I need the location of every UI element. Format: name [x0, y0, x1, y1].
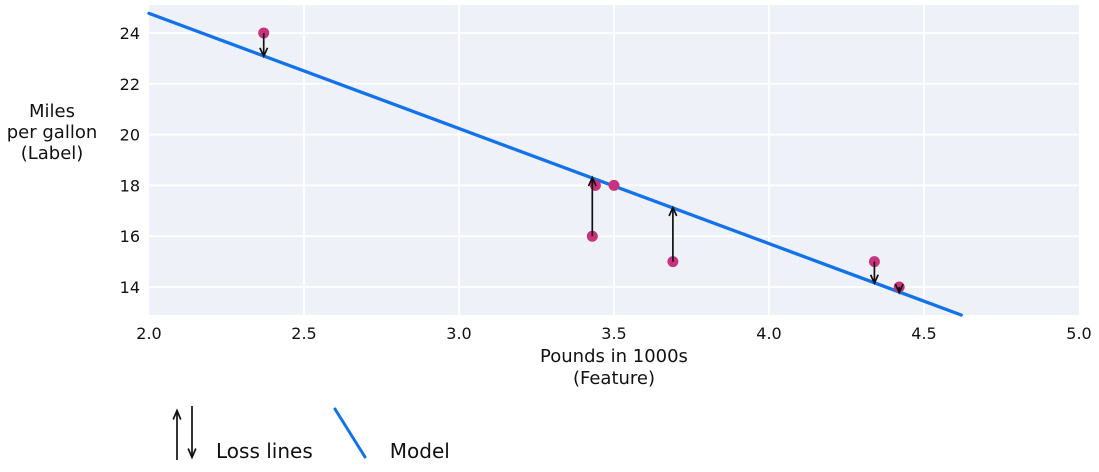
- y-tick-label: 14: [120, 278, 140, 297]
- legend-loss-label: Loss lines: [216, 439, 313, 463]
- loss-arrow-head: [869, 274, 879, 286]
- y-tick-label: 22: [120, 75, 140, 94]
- x-tick-label: 2.0: [136, 324, 161, 343]
- y-axis-label-line: (Label): [20, 143, 84, 164]
- blue-line-segment-icon: [333, 407, 367, 459]
- loss-arrow-head: [587, 175, 597, 187]
- x-axis-label-line: (Feature): [572, 368, 656, 389]
- x-tick-label: 3.5: [601, 324, 626, 343]
- y-tick-label: 18: [120, 176, 140, 195]
- y-axis-label-line: Miles: [29, 101, 75, 122]
- y-axis-label-line: per gallon: [6, 122, 98, 143]
- y-tick-label: 16: [120, 227, 140, 246]
- y-tick-label: 20: [120, 126, 140, 145]
- loss-arrow-head: [668, 205, 678, 217]
- model-line: [147, 11, 963, 317]
- x-axis-label-line: Pounds in 1000s: [540, 346, 688, 367]
- x-axis-label: Pounds in 1000s (Feature): [149, 346, 1079, 390]
- data-point: [608, 179, 620, 191]
- x-tick-label: 3.0: [446, 324, 471, 343]
- loss-arrow-head: [894, 283, 904, 295]
- x-tick-label: 4.0: [756, 324, 781, 343]
- x-tick-label: 4.5: [911, 324, 936, 343]
- y-axis-label: Miles per gallon (Label): [2, 101, 102, 164]
- up-down-arrows-icon: [172, 406, 197, 460]
- y-tick-label: 24: [120, 24, 140, 43]
- x-tick-label: 2.5: [291, 324, 316, 343]
- legend: Loss lines Model: [166, 402, 450, 464]
- legend-model-label: Model: [389, 439, 450, 463]
- loss-arrow-head: [259, 47, 269, 59]
- x-tick-label: 5.0: [1066, 324, 1091, 343]
